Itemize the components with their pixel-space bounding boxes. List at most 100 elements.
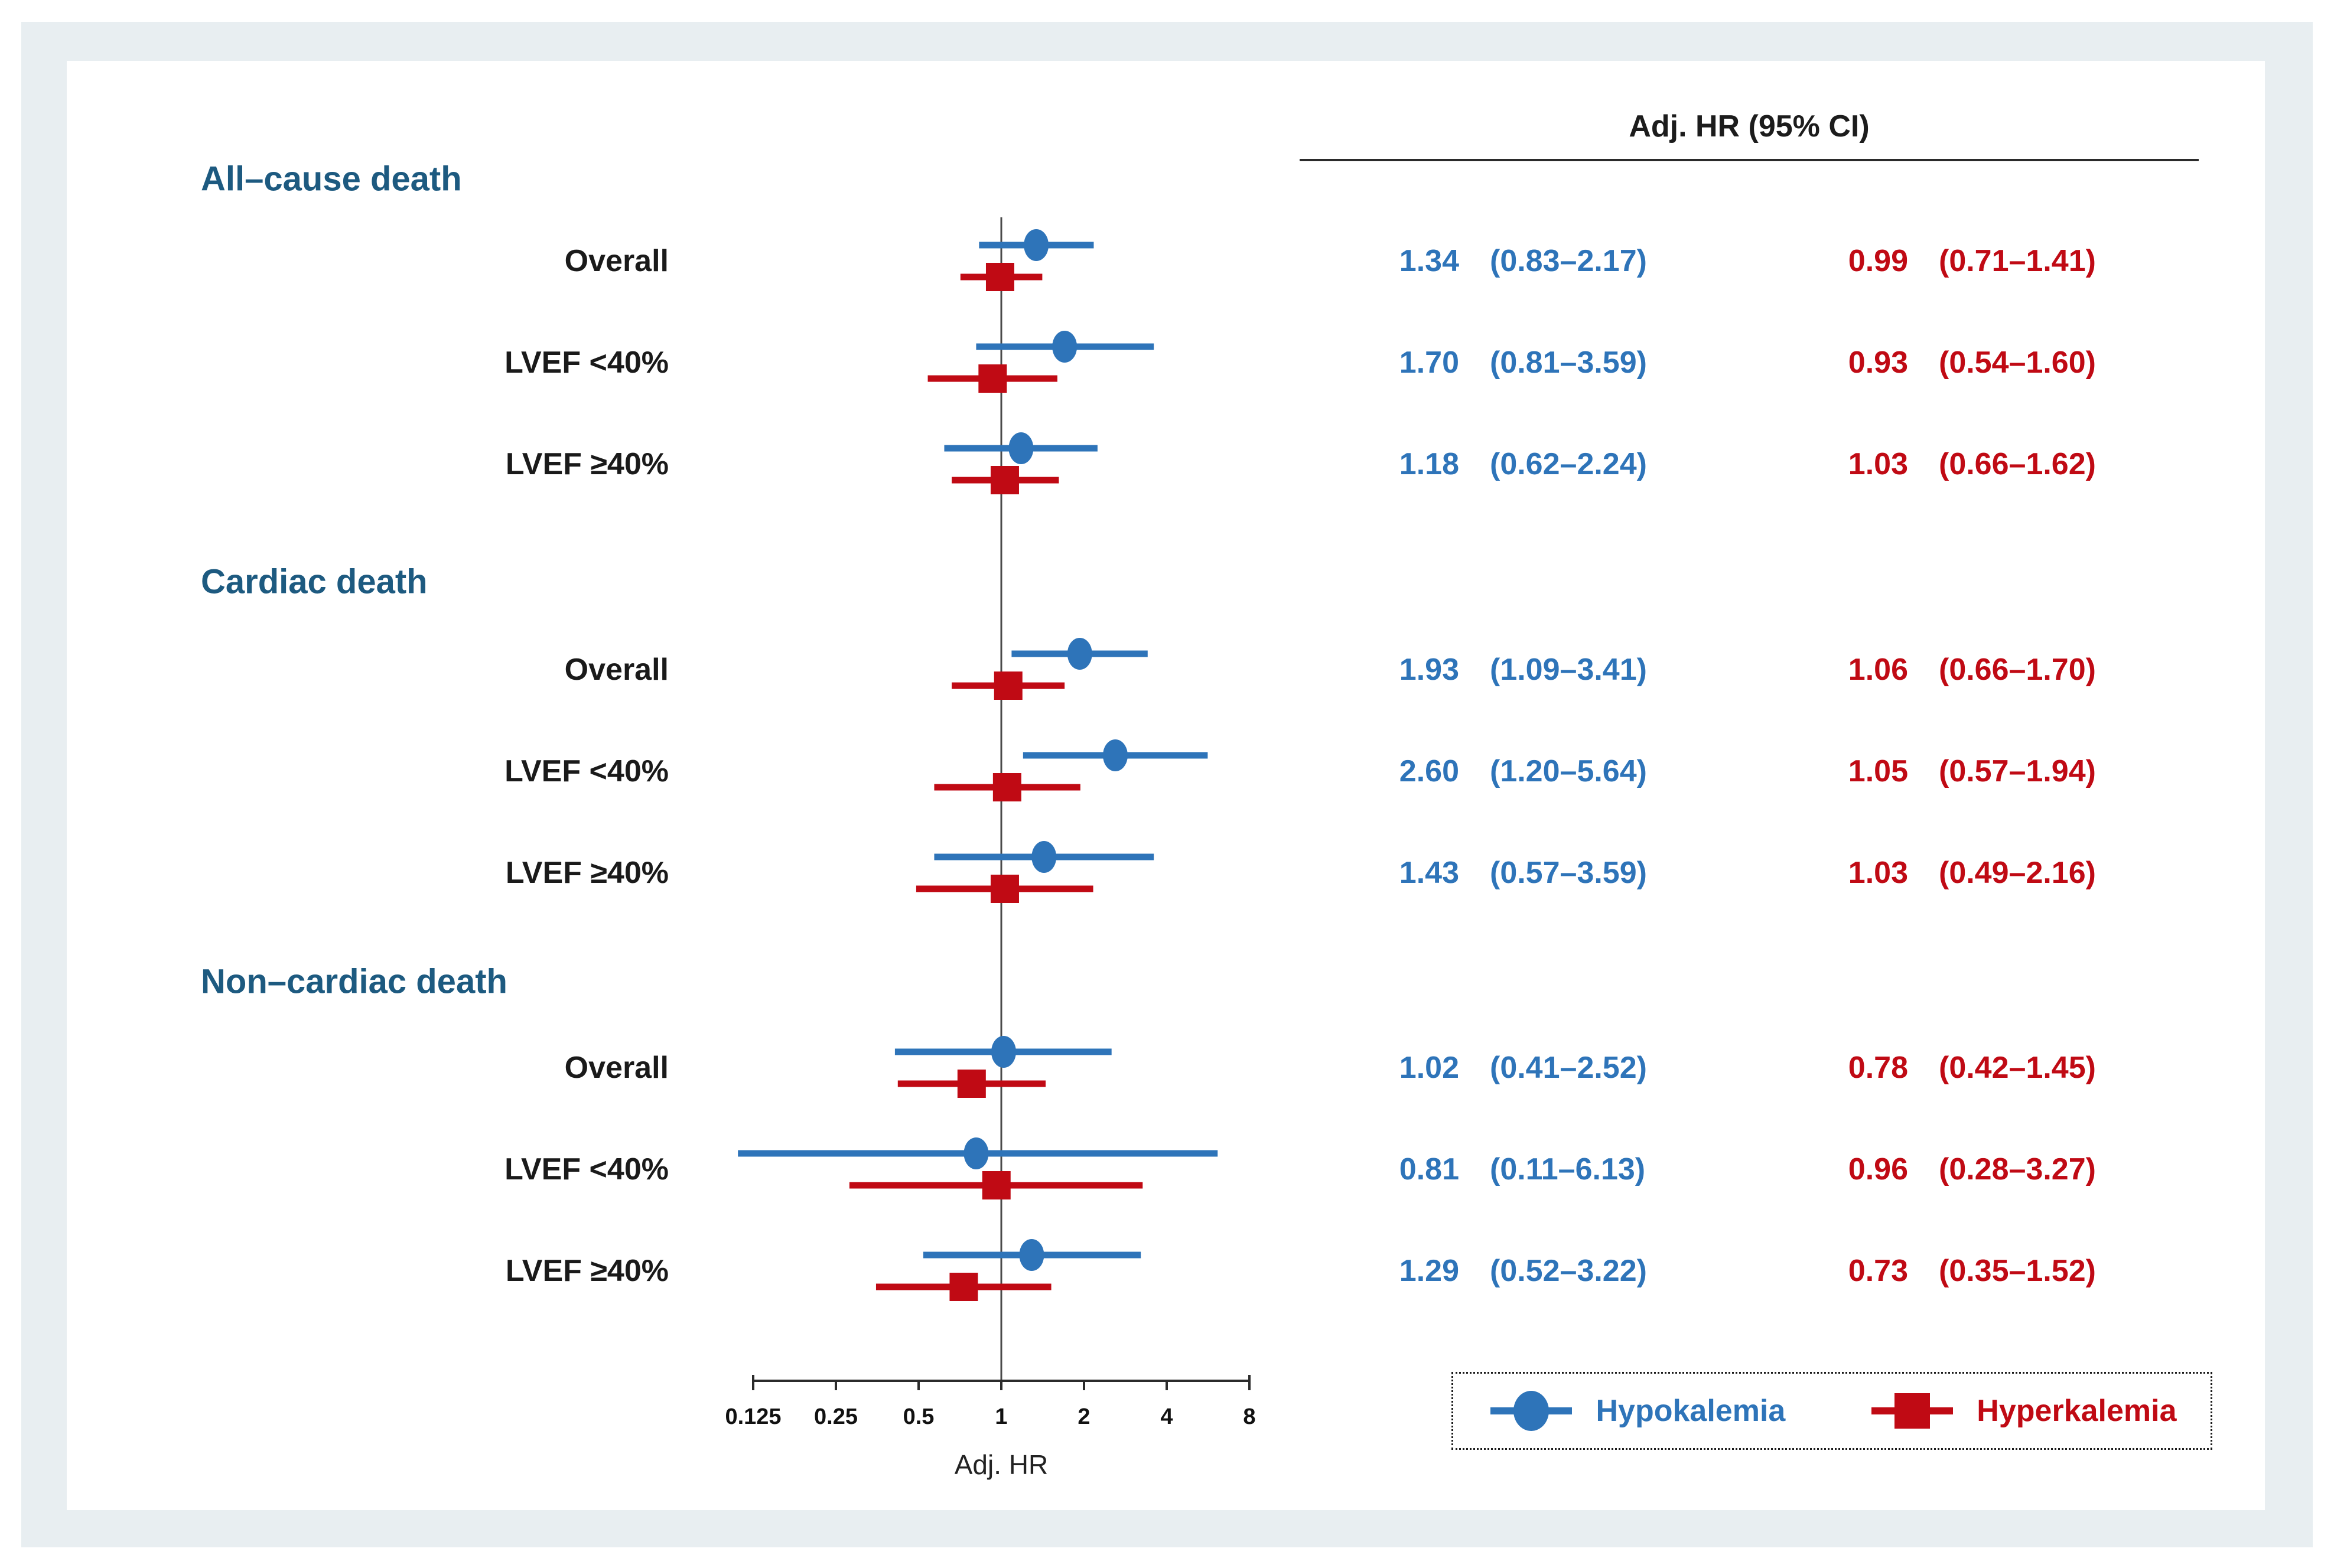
row-label: Overall (564, 653, 669, 687)
hr-ci-hyperkalemia: (0.35–1.52) (1939, 1254, 2096, 1288)
hr-cell-hyperkalemia: 1.05 (0.57–1.94) (1825, 754, 2096, 789)
hr-value-hypokalemia: 1.34 (1399, 244, 1459, 278)
row-label: LVEF ≥40% (505, 856, 669, 890)
marker-hypokalemia-circle (1031, 841, 1057, 873)
hr-value-hyperkalemia: 1.03 (1848, 447, 1908, 481)
hr-value-hyperkalemia: 0.78 (1848, 1051, 1908, 1085)
hr-ci-hypokalemia: (0.41–2.52) (1490, 1051, 1647, 1085)
hr-ci-hyperkalemia: (0.57–1.94) (1939, 754, 2096, 788)
legend-item-hypokalemia: Hypokalemia (1487, 1386, 1785, 1436)
hr-cell-hypokalemia: 1.70 (0.81–3.59) (1376, 345, 1647, 380)
marker-hypokalemia-circle (991, 1036, 1016, 1068)
hr-value-hyperkalemia: 1.03 (1848, 856, 1908, 890)
x-axis-tick-label: 1 (995, 1404, 1008, 1429)
hr-value-hypokalemia: 1.43 (1399, 856, 1459, 890)
hr-value-hypokalemia: 1.18 (1399, 447, 1459, 481)
x-axis-tick-label: 0.5 (903, 1404, 935, 1429)
marker-hyperkalemia-square (992, 773, 1021, 801)
section-label: Cardiac death (201, 562, 428, 601)
x-axis-title: Adj. HR (954, 1449, 1049, 1480)
section-label: Non–cardiac death (201, 962, 507, 1001)
hr-value-hypokalemia: 1.93 (1399, 653, 1459, 687)
marker-hyperkalemia-square (982, 1171, 1011, 1199)
marker-hyperkalemia-square (990, 466, 1019, 494)
hr-cell-hyperkalemia: 1.03 (0.49–2.16) (1825, 855, 2096, 891)
marker-hyperkalemia-square (990, 875, 1019, 903)
hr-cell-hyperkalemia: 1.03 (0.66–1.62) (1825, 446, 2096, 482)
hr-cell-hypokalemia: 1.29 (0.52–3.22) (1376, 1253, 1647, 1289)
hr-value-hypokalemia: 1.02 (1399, 1051, 1459, 1085)
hr-ci-hyperkalemia: (0.28–3.27) (1939, 1152, 2096, 1186)
hr-value-hyperkalemia: 0.93 (1848, 345, 1908, 380)
hr-value-hypokalemia: 0.81 (1399, 1152, 1459, 1186)
marker-hypokalemia-circle (1008, 432, 1034, 464)
hr-ci-hyperkalemia: (0.71–1.41) (1939, 244, 2096, 278)
row-label: LVEF <40% (504, 754, 669, 788)
marker-hypokalemia-circle (1052, 331, 1078, 363)
row-label: LVEF <40% (504, 345, 669, 380)
table-header: Adj. HR (95% CI) (1629, 109, 1870, 144)
hr-cell-hyperkalemia: 0.73 (0.35–1.52) (1825, 1253, 2096, 1289)
hr-ci-hyperkalemia: (0.66–1.62) (1939, 447, 2096, 481)
x-axis-tick-label: 8 (1243, 1404, 1256, 1429)
row-label: LVEF <40% (504, 1152, 669, 1186)
hr-cell-hyperkalemia: 1.06 (0.66–1.70) (1825, 652, 2096, 687)
x-axis-tick-label: 0.125 (725, 1404, 782, 1429)
hr-value-hyperkalemia: 0.99 (1848, 244, 1908, 278)
marker-hypokalemia-circle (1067, 638, 1092, 670)
hr-cell-hypokalemia: 1.02 (0.41–2.52) (1376, 1050, 1647, 1085)
hr-ci-hypokalemia: (0.52–3.22) (1490, 1254, 1647, 1288)
x-axis-tick-label: 4 (1160, 1404, 1173, 1429)
legend: Hypokalemia Hyperkalemia (1451, 1372, 2212, 1450)
hyperkalemia-square-icon (1871, 1393, 1954, 1429)
hr-cell-hypokalemia: 1.43 (0.57–3.59) (1376, 855, 1647, 891)
hr-value-hyperkalemia: 1.06 (1848, 653, 1908, 687)
row-label: LVEF ≥40% (505, 1254, 669, 1288)
hr-ci-hypokalemia: (0.57–3.59) (1490, 856, 1647, 890)
hr-ci-hypokalemia: (0.11–6.13) (1490, 1152, 1646, 1186)
section-label: All–cause death (201, 159, 462, 198)
row-label: Overall (564, 1051, 669, 1085)
x-axis-tick-label: 0.25 (814, 1404, 858, 1429)
marker-hypokalemia-circle (1019, 1239, 1044, 1271)
hr-ci-hypokalemia: (0.62–2.24) (1490, 447, 1647, 481)
hr-ci-hypokalemia: (0.81–3.59) (1490, 345, 1647, 380)
hr-cell-hypokalemia: 2.60 (1.20–5.64) (1376, 754, 1647, 789)
hr-cell-hypokalemia: 1.34 (0.83–2.17) (1376, 243, 1647, 279)
hr-cell-hyperkalemia: 0.99 (0.71–1.41) (1825, 243, 2096, 279)
hr-ci-hyperkalemia: (0.66–1.70) (1939, 653, 2096, 687)
legend-label-hypokalemia: Hypokalemia (1596, 1394, 1786, 1428)
row-label: LVEF ≥40% (505, 447, 669, 481)
hypokalemia-circle-icon (1490, 1391, 1573, 1431)
hr-value-hypokalemia: 1.70 (1399, 345, 1459, 380)
marker-hypokalemia-circle (1102, 739, 1128, 771)
hr-ci-hypokalemia: (1.09–3.41) (1490, 653, 1647, 687)
hr-value-hypokalemia: 2.60 (1399, 754, 1459, 788)
row-label: Overall (564, 244, 669, 278)
hr-ci-hyperkalemia: (0.42–1.45) (1939, 1051, 2096, 1085)
hr-cell-hypokalemia: 1.93 (1.09–3.41) (1376, 652, 1647, 687)
hr-cell-hypokalemia: 1.18 (0.62–2.24) (1376, 446, 1647, 482)
hr-ci-hypokalemia: (1.20–5.64) (1490, 754, 1647, 788)
marker-hyperkalemia-square (949, 1273, 978, 1301)
hr-ci-hyperkalemia: (0.49–2.16) (1939, 856, 2096, 890)
hr-value-hypokalemia: 1.29 (1399, 1254, 1459, 1288)
legend-label-hyperkalemia: Hyperkalemia (1977, 1394, 2177, 1428)
hr-ci-hypokalemia: (0.83–2.17) (1490, 244, 1647, 278)
marker-hypokalemia-circle (1024, 229, 1049, 261)
hr-value-hyperkalemia: 1.05 (1848, 754, 1908, 788)
table-header-rule (1300, 159, 2199, 161)
hr-value-hyperkalemia: 0.73 (1848, 1254, 1908, 1288)
marker-hypokalemia-circle (963, 1137, 989, 1169)
hr-ci-hyperkalemia: (0.54–1.60) (1939, 345, 2096, 380)
hr-value-hyperkalemia: 0.96 (1848, 1152, 1908, 1186)
marker-hyperkalemia-square (985, 263, 1014, 291)
x-axis-tick-label: 2 (1078, 1404, 1090, 1429)
hr-cell-hyperkalemia: 0.96 (0.28–3.27) (1825, 1152, 2096, 1187)
legend-item-hyperkalemia: Hyperkalemia (1868, 1386, 2177, 1436)
hr-cell-hyperkalemia: 0.93 (0.54–1.60) (1825, 345, 2096, 380)
figure-card (67, 61, 2265, 1510)
marker-hyperkalemia-square (978, 364, 1007, 393)
